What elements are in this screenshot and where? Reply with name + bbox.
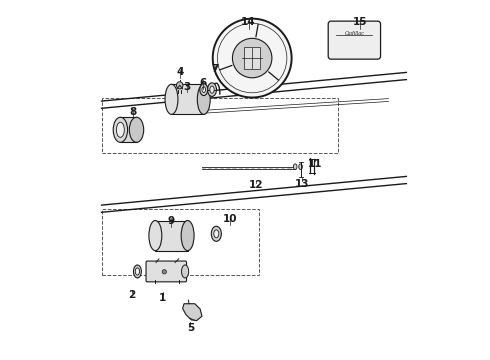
Ellipse shape: [133, 265, 141, 278]
Text: 5: 5: [187, 323, 194, 333]
Bar: [121, 117, 137, 142]
Ellipse shape: [211, 226, 221, 241]
Text: 14: 14: [241, 17, 256, 27]
Bar: [245, 47, 260, 69]
Ellipse shape: [149, 221, 162, 251]
Text: 11: 11: [308, 159, 322, 169]
Text: 2: 2: [128, 291, 136, 301]
Bar: [101, 209, 259, 275]
Text: 8: 8: [129, 107, 137, 117]
Ellipse shape: [210, 86, 214, 93]
Ellipse shape: [208, 83, 217, 96]
Ellipse shape: [294, 164, 297, 170]
Circle shape: [232, 39, 272, 78]
Text: 7: 7: [211, 64, 218, 74]
Text: 13: 13: [295, 179, 310, 189]
Ellipse shape: [135, 268, 140, 275]
Ellipse shape: [113, 117, 127, 142]
Ellipse shape: [202, 87, 205, 93]
Bar: [101, 98, 338, 153]
Ellipse shape: [299, 164, 302, 170]
Ellipse shape: [181, 265, 189, 278]
Text: 3: 3: [183, 82, 191, 92]
Text: 10: 10: [222, 215, 237, 224]
Text: 4: 4: [177, 67, 184, 77]
FancyBboxPatch shape: [146, 261, 187, 282]
Bar: [172, 84, 204, 114]
Text: 12: 12: [248, 180, 263, 190]
Circle shape: [162, 270, 167, 274]
Ellipse shape: [214, 230, 219, 238]
Ellipse shape: [117, 122, 124, 137]
Ellipse shape: [176, 82, 183, 89]
Ellipse shape: [197, 84, 210, 114]
Text: Cadillac: Cadillac: [344, 31, 364, 36]
Ellipse shape: [129, 117, 144, 142]
Circle shape: [213, 19, 292, 98]
FancyBboxPatch shape: [328, 21, 381, 59]
Polygon shape: [183, 304, 202, 320]
Text: 6: 6: [199, 78, 206, 88]
Text: 15: 15: [352, 17, 367, 27]
Bar: [155, 221, 188, 251]
Ellipse shape: [181, 221, 194, 251]
Text: 1: 1: [159, 293, 166, 303]
Ellipse shape: [200, 84, 208, 95]
Ellipse shape: [165, 84, 178, 114]
Text: 9: 9: [168, 216, 175, 226]
